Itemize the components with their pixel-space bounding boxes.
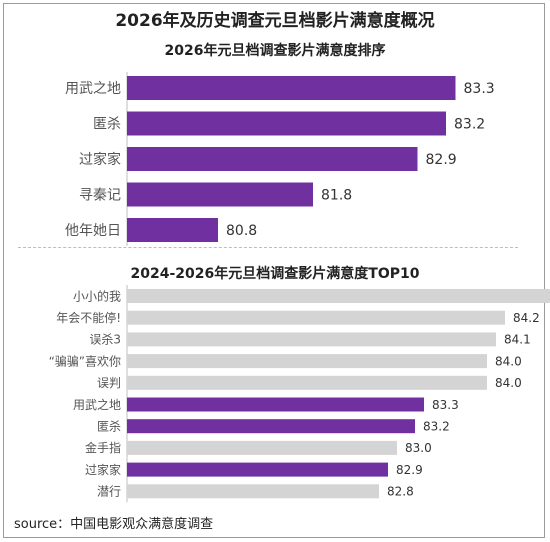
chart1-bar <box>127 76 456 100</box>
chart2-value-label: 84.2 <box>513 311 540 325</box>
chart1-category-label: 匿杀 <box>93 117 121 133</box>
chart2-category-label: 误杀3 <box>89 332 121 347</box>
chart2-value-label: 83.3 <box>432 398 459 412</box>
chart2-value-label: 82.9 <box>396 463 423 477</box>
chart1-category-label: 过家家 <box>79 151 121 168</box>
source-note: source：中国电影观众满意度调查 <box>14 517 214 532</box>
chart2-category-label: 误判 <box>97 376 121 390</box>
section-divider <box>18 247 518 248</box>
chart2-category-label: “骗骗”喜欢你 <box>49 353 121 368</box>
chart1-value-label: 81.8 <box>321 188 352 204</box>
chart1-value-label: 83.2 <box>454 117 485 133</box>
chart1-title: 2026年元旦档调查影片满意度排序 <box>164 43 386 59</box>
chart2-bar <box>127 354 487 369</box>
chart2-category-label: 金手指 <box>85 440 121 455</box>
chart1-bar <box>127 182 313 207</box>
chart-frame <box>3 3 545 538</box>
chart2-value-label: 84.0 <box>495 354 522 368</box>
chart1-value-label: 82.9 <box>426 152 457 168</box>
chart1-value-label: 83.3 <box>464 81 495 97</box>
chart2-value-label: 84.1 <box>504 333 531 347</box>
chart2-bar <box>127 419 415 434</box>
chart2-value-label: 82.8 <box>387 485 414 499</box>
chart2-bar <box>127 462 388 477</box>
chart2-category-label: 年会不能停! <box>56 310 121 325</box>
chart2-category-label: 匿杀 <box>97 419 121 434</box>
chart2-title: 2024-2026年元旦档调查影片满意度TOP10 <box>130 266 420 282</box>
chart2-category-label: 小小的我 <box>73 288 121 303</box>
chart1-bar <box>127 218 218 242</box>
chart1-category-label: 寻秦记 <box>79 188 121 204</box>
chart2-value-label: 83.0 <box>405 441 432 455</box>
chart2-bar <box>127 484 379 499</box>
chart2-category-label: 过家家 <box>85 462 121 477</box>
chart2-value-label: 83.2 <box>423 420 450 434</box>
chart2-value-label: 84.0 <box>495 376 522 390</box>
chart2-category-label: 用武之地 <box>73 398 121 412</box>
chart1-value-label: 80.8 <box>226 223 257 239</box>
chart1-bar <box>127 147 418 171</box>
chart2-bar <box>127 332 496 347</box>
chart2-category-label: 潜行 <box>97 485 121 499</box>
chart2-bar <box>127 375 487 390</box>
chart2-bar <box>127 397 424 412</box>
page-title: 2026年及历史调查元旦档影片满意度概况 <box>115 11 435 31</box>
chart1-category-label: 他年她日 <box>65 223 121 239</box>
chart2-bar <box>127 310 505 325</box>
chart2-bar <box>127 289 550 303</box>
chart1-category-label: 用武之地 <box>65 81 121 97</box>
chart2-bar <box>127 440 397 455</box>
chart1-bar <box>127 111 446 136</box>
